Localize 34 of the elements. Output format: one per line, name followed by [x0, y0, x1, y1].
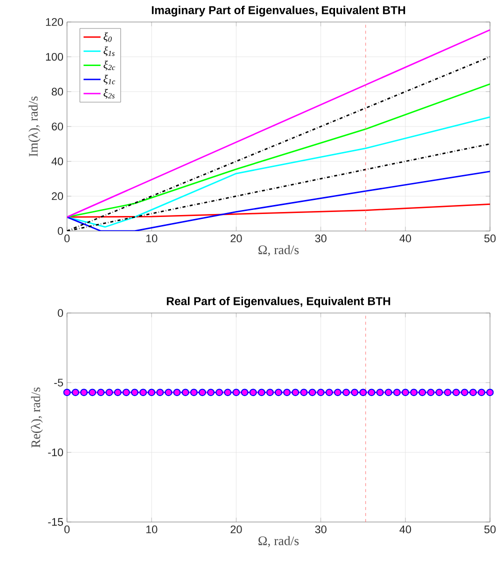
- y-tick-label: 80: [52, 88, 64, 96]
- x-tick-label: 20: [230, 234, 242, 242]
- legend-label: ξ$_{0}$: [104, 32, 112, 42]
- x-tick-label: 50: [484, 234, 496, 242]
- legend-label: ξ$_{2s}$: [104, 88, 115, 99]
- y-tick-label: 0: [58, 309, 64, 317]
- x-tick-label: 50: [484, 526, 496, 534]
- x-tick-label: 20: [230, 526, 242, 534]
- y-tick-label: 0: [58, 227, 64, 235]
- x-tick-label: 40: [400, 526, 412, 534]
- x-tick-label: 30: [315, 234, 326, 242]
- legend-label: ξ$_{2c}$: [104, 60, 116, 70]
- y-tick-label: -15: [48, 518, 64, 526]
- x-tick-label: 10: [146, 234, 158, 242]
- y-tick-label: 120: [46, 18, 64, 26]
- y-tick-label: -10: [48, 448, 64, 456]
- chart-title: Real Part of Eigenvalues, Equivalent BTH: [166, 296, 390, 308]
- legend-label: ξ$_{1c}$: [104, 74, 116, 84]
- legend-label: ξ$_{1s}$: [104, 46, 115, 56]
- x-axis-title: Ω, rad/s: [258, 245, 299, 256]
- y-tick-label: 60: [52, 122, 64, 130]
- y-tick-label: 100: [46, 52, 64, 61]
- x-tick-label: 30: [315, 526, 326, 534]
- x-tick-label: 40: [400, 234, 412, 242]
- y-tick-label: 20: [52, 192, 64, 200]
- y-axis-title: Im(λ), rad/s: [28, 96, 40, 156]
- x-axis-title: Ω, rad/s: [258, 536, 299, 548]
- x-tick-label: 10: [146, 526, 158, 534]
- x-tick-label: 0: [64, 234, 70, 242]
- y-tick-label: 40: [52, 157, 64, 166]
- y-axis-title: Re(λ), rad/s: [30, 387, 43, 448]
- chart-title: Imaginary Part of Eigenvalues, Equivalent BTH: [152, 6, 406, 16]
- x-tick-label: 0: [64, 526, 70, 534]
- y-tick-label: -5: [54, 378, 64, 386]
